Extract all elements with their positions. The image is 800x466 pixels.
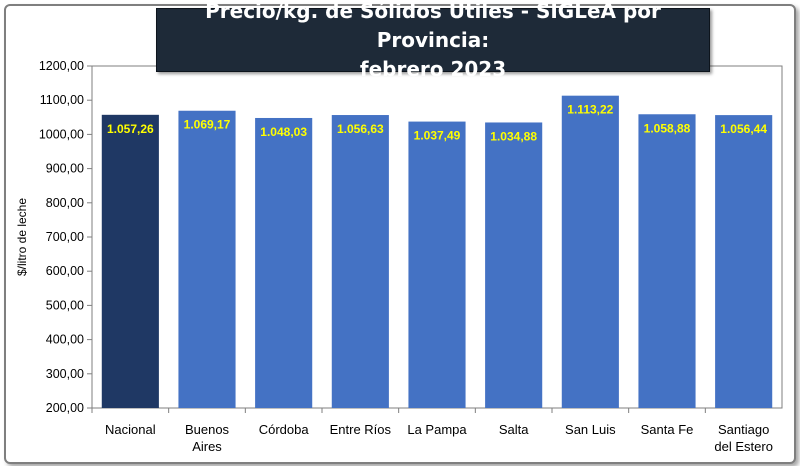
data-label: 1.034,88 xyxy=(490,129,537,143)
y-tick-label: 200,00 xyxy=(46,401,84,415)
x-tick-label: Buenos Aires xyxy=(185,422,230,454)
x-tick-label: Córdoba xyxy=(259,422,310,437)
bar-6 xyxy=(561,95,619,408)
x-tick-label: Salta xyxy=(499,422,529,437)
bar-2 xyxy=(255,117,313,408)
bars: 1.057,26 1.069,17 1.048,03 1.056,63 1.037,49… xyxy=(101,95,773,409)
data-label: 1.069,17 xyxy=(184,118,231,132)
y-axis: 200,00 300,00 400,00 500,00 600,00 700,00 800,… xyxy=(39,59,92,415)
y-tick-label: 600,00 xyxy=(46,264,84,278)
data-label: 1.037,49 xyxy=(414,129,461,143)
bar-0 xyxy=(101,114,159,408)
y-axis-label: $/litro de leche xyxy=(15,198,29,276)
bar-1 xyxy=(178,110,236,408)
x-tick-label: La Pampa xyxy=(407,422,467,437)
y-tick-label: 500,00 xyxy=(46,298,84,312)
chart-title-line-2: febrero 2023 xyxy=(359,56,507,81)
y-tick-label: 800,00 xyxy=(46,196,84,210)
x-axis: Nacional Buenos Aires Córdoba Entre Ríos La P… xyxy=(91,408,773,454)
y-tick-label: 1000,00 xyxy=(39,127,84,141)
bar-4 xyxy=(408,121,466,408)
x-tick-label: Santa Fe xyxy=(641,422,694,437)
y-tick-label: 1100,00 xyxy=(40,93,84,107)
bar-3 xyxy=(331,115,389,409)
bar-7 xyxy=(638,114,696,409)
y-tick-label: 700,00 xyxy=(46,230,84,244)
data-label: 1.056,63 xyxy=(337,122,384,136)
y-tick-label: 400,00 xyxy=(46,333,84,347)
chart-title-line-1: Precio/kg. de Sólidos Útiles - SIGLeA po… xyxy=(205,0,661,52)
data-label: 1.056,44 xyxy=(720,122,767,136)
x-tick-label: San Luis xyxy=(565,422,616,437)
x-tick-label: Nacional xyxy=(105,422,156,437)
data-label: 1.058,88 xyxy=(644,121,691,135)
data-label: 1.113,22 xyxy=(567,103,613,117)
data-label: 1.048,03 xyxy=(260,125,307,139)
x-tick-label: Santiago del Estero xyxy=(714,422,773,454)
y-tick-label: 300,00 xyxy=(46,367,84,381)
x-tick-label: Entre Ríos xyxy=(330,422,392,437)
data-label: 1.057,26 xyxy=(107,122,154,136)
y-tick-label: 1200,00 xyxy=(39,59,84,73)
bar-8 xyxy=(715,115,773,408)
bar-5 xyxy=(485,122,543,408)
y-tick-label: 900,00 xyxy=(46,162,84,176)
chart-title: Precio/kg. de Sólidos Útiles - SIGLeA po… xyxy=(156,0,710,81)
